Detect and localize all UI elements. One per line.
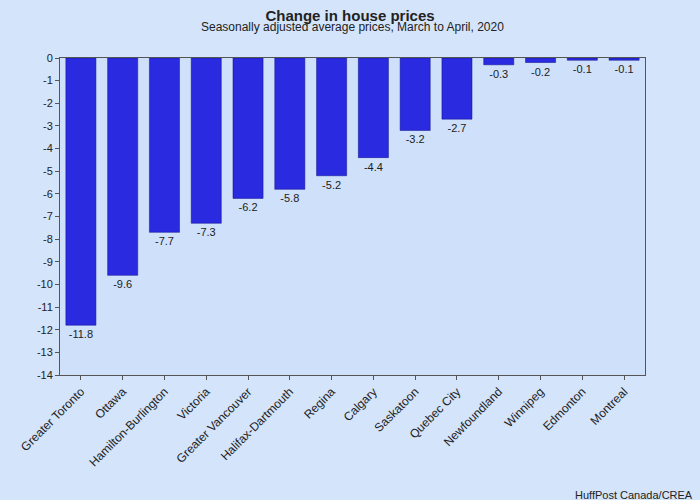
svg-text:-2.7: -2.7 [447,122,466,134]
svg-text:Winnipeg: Winnipeg [502,385,547,430]
svg-text:-0.1: -0.1 [573,63,592,75]
svg-text:-1: -1 [43,74,53,86]
svg-text:Quebec City: Quebec City [407,385,464,442]
svg-text:-5.2: -5.2 [322,179,341,191]
svg-text:-13: -13 [37,346,53,358]
svg-text:HuffPost Canada/CREA: HuffPost Canada/CREA [575,489,693,500]
svg-text:Calgary: Calgary [341,385,380,424]
svg-text:Seasonally adjusted average pr: Seasonally adjusted average prices, Marc… [201,20,504,34]
svg-text:-11: -11 [38,301,53,313]
svg-text:-0.1: -0.1 [615,63,634,75]
svg-text:-5.8: -5.8 [280,192,299,204]
svg-text:-4: -4 [43,142,53,154]
svg-text:Change in house prices: Change in house prices [265,7,434,24]
svg-text:-3: -3 [43,120,53,132]
svg-text:-7.3: -7.3 [197,226,216,238]
svg-text:Greater Toronto: Greater Toronto [18,385,87,454]
svg-text:Montreal: Montreal [588,385,631,428]
svg-text:-9.6: -9.6 [113,278,132,290]
svg-text:Ottawa: Ottawa [92,385,129,422]
svg-text:Greater Vancouver: Greater Vancouver [173,385,254,466]
svg-text:Hamilton-Burlington: Hamilton-Burlington [86,385,170,469]
svg-text:-6: -6 [43,188,53,200]
svg-text:-10: -10 [37,278,53,290]
svg-text:-8: -8 [43,233,53,245]
svg-text:-9: -9 [43,256,53,268]
svg-text:-6.2: -6.2 [239,201,258,213]
svg-text:Newfoundland: Newfoundland [441,385,505,449]
svg-text:Edmonton: Edmonton [540,385,589,434]
svg-text:-14: -14 [37,369,53,381]
svg-text:Victoria: Victoria [175,385,213,423]
svg-text:-12: -12 [37,324,53,336]
svg-text:Halifax-Dartmouth: Halifax-Dartmouth [218,385,296,463]
svg-text:-5: -5 [43,165,53,177]
svg-text:-7: -7 [43,210,53,222]
svg-text:Regina: Regina [301,385,338,422]
svg-text:-4.4: -4.4 [364,161,383,173]
svg-text:-0.2: -0.2 [531,66,550,78]
svg-text:-7.7: -7.7 [155,235,174,247]
svg-text:-2: -2 [43,97,53,109]
svg-text:-3.2: -3.2 [406,133,425,145]
svg-text:-0.3: -0.3 [489,68,508,80]
svg-text:0: 0 [47,52,53,64]
svg-text:-11.8: -11.8 [69,328,93,340]
svg-text:Saskatoon: Saskatoon [372,385,422,435]
